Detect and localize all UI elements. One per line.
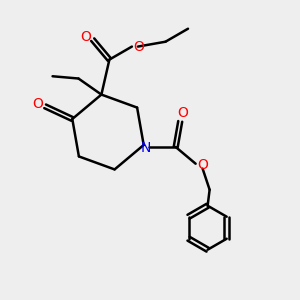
Text: O: O [33, 97, 44, 111]
Text: O: O [177, 106, 188, 120]
Text: O: O [80, 30, 91, 44]
Text: O: O [134, 40, 144, 54]
Text: O: O [197, 158, 208, 172]
Text: N: N [140, 141, 151, 155]
